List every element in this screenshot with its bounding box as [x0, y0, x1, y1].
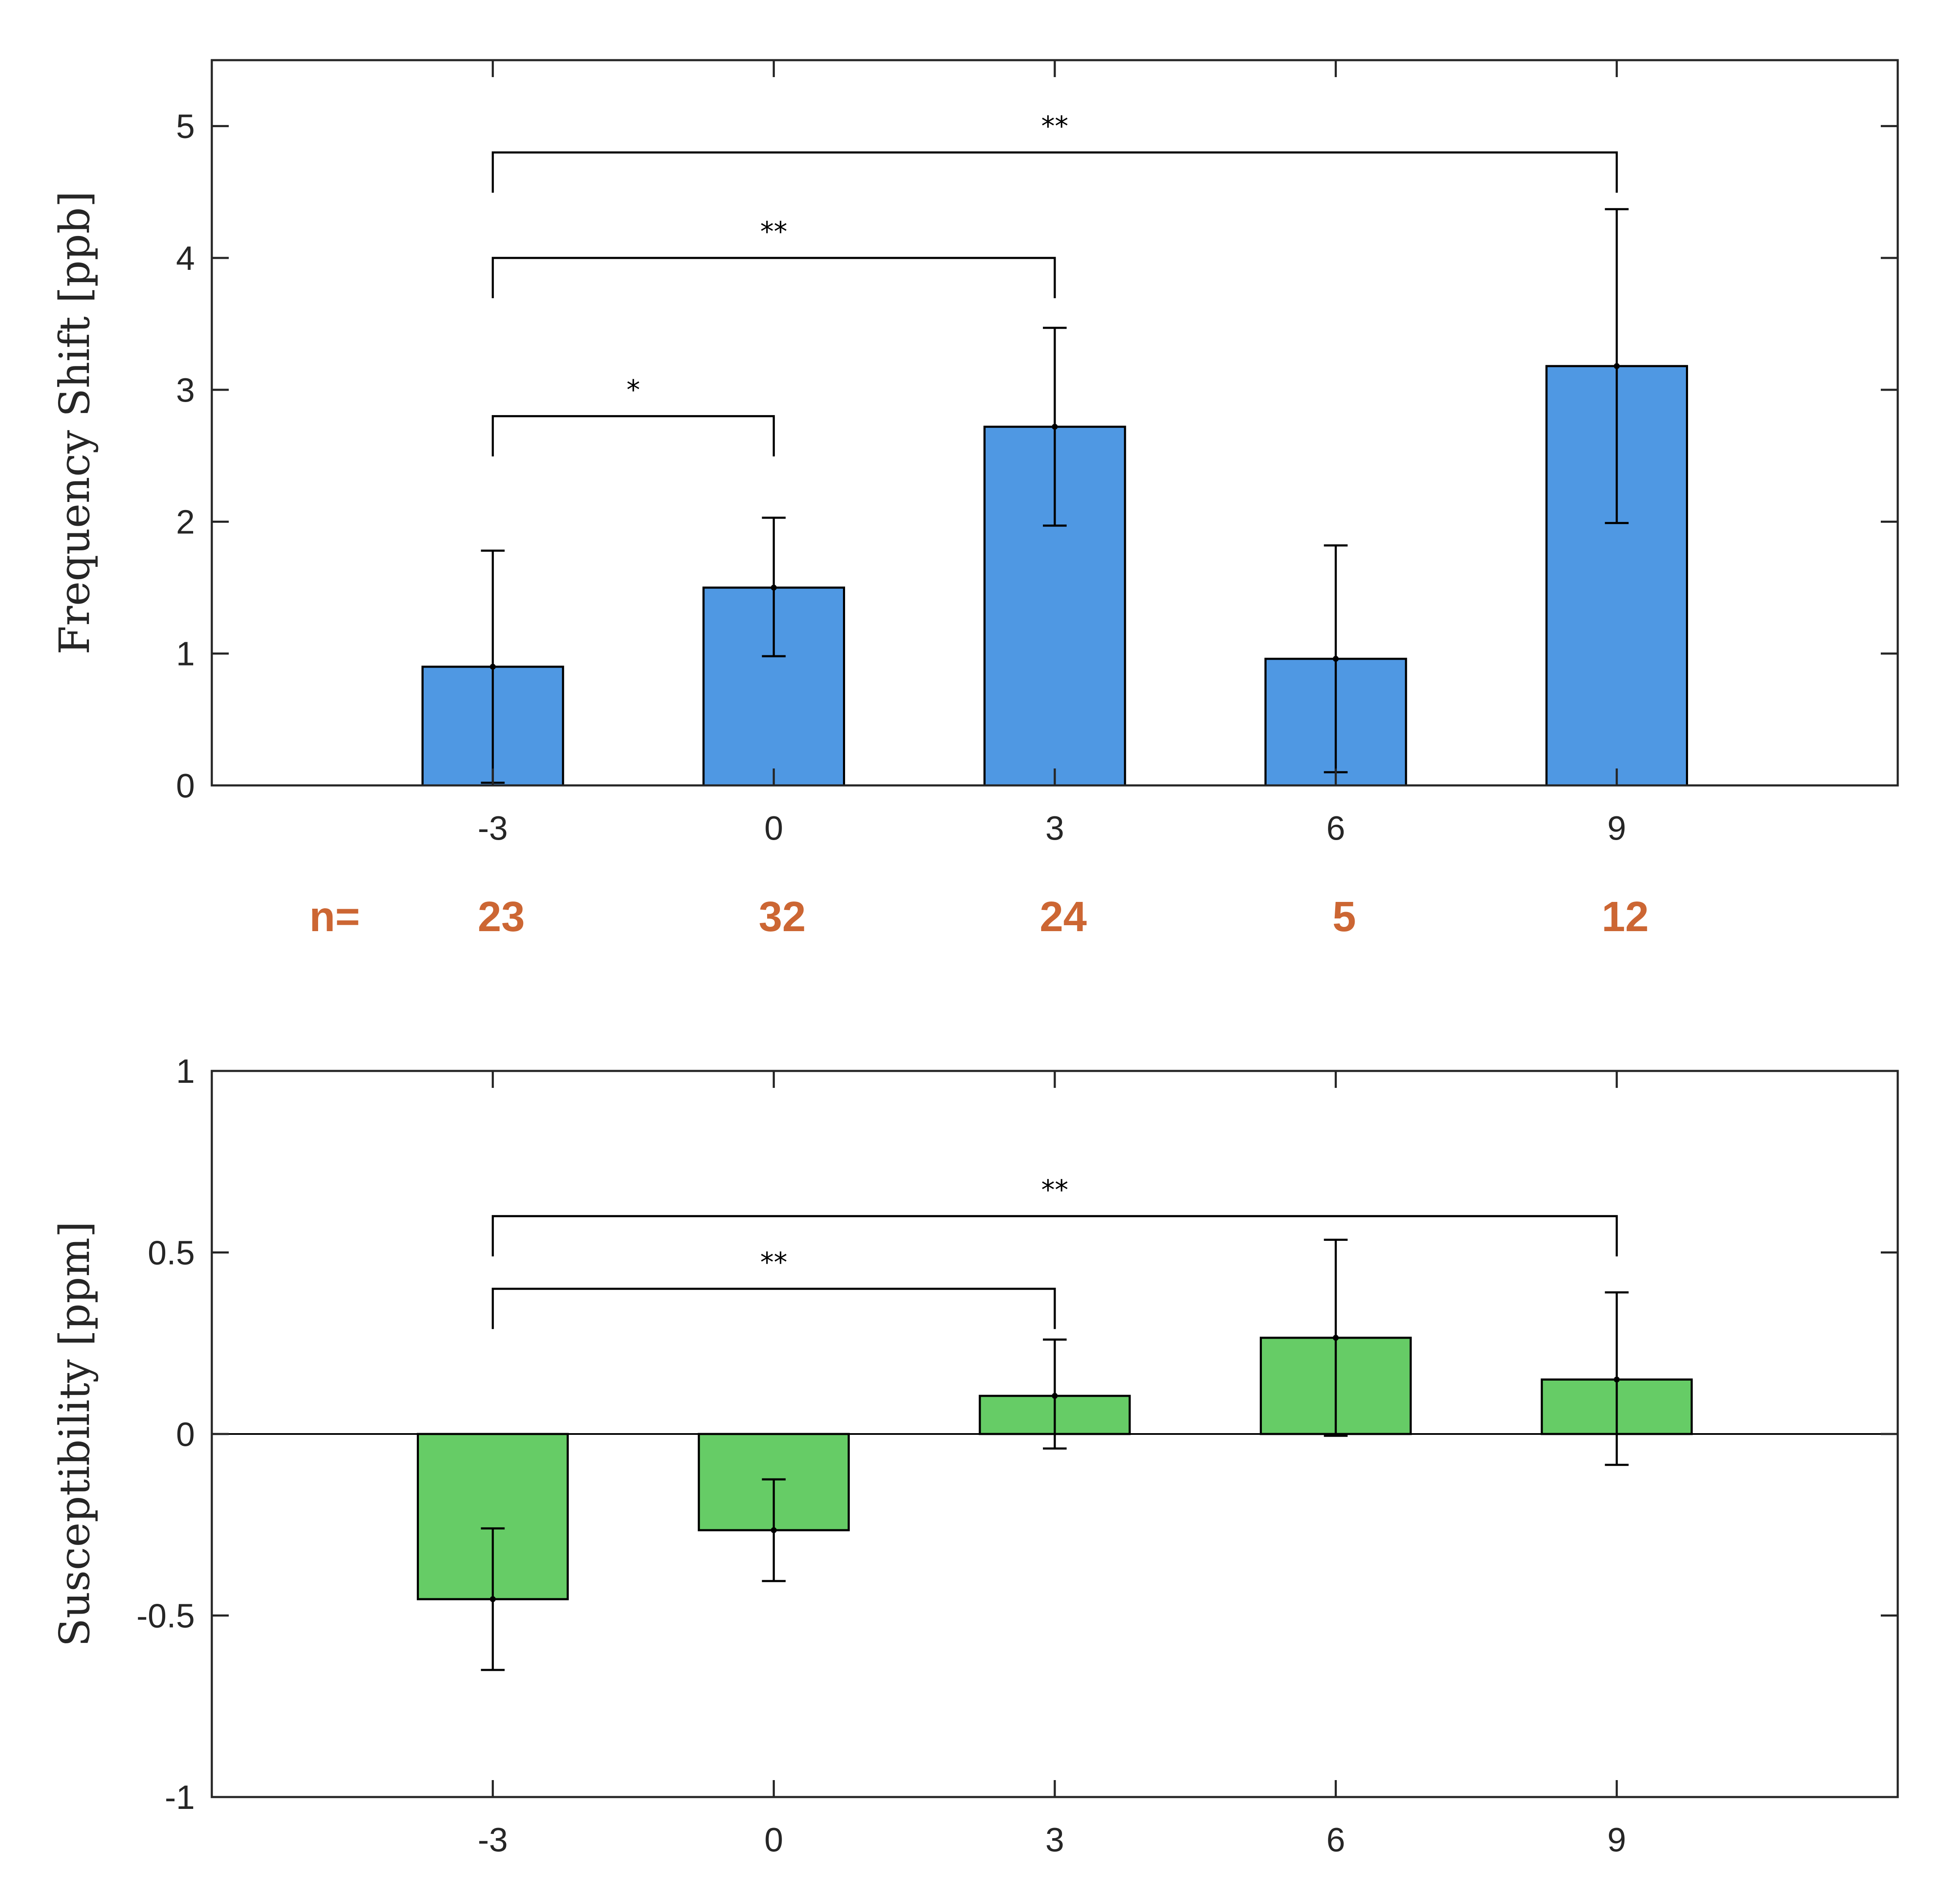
n-count-label: 24 [1040, 893, 1087, 940]
x-tick-label: 3 [1045, 1821, 1065, 1858]
y-axis-label: Frequency Shift [ppb] [51, 191, 99, 655]
significance-bracket [491, 1287, 1056, 1329]
y-tick-label: 0 [176, 1415, 195, 1453]
susceptibility-chart: ** ** -1 -0.5 0 0.5 1 -3 0 3 6 9 Susceptibility [ppm… [51, 1052, 1899, 1858]
n-count-label: 5 [1333, 893, 1356, 940]
y-tick-label: -1 [165, 1778, 195, 1816]
significance-label: ** [1041, 111, 1068, 142]
significance-bracket [491, 1215, 1618, 1256]
significance-bracket [491, 151, 1618, 193]
significance-label: ** [1041, 1175, 1068, 1206]
mean-marker [1052, 1393, 1058, 1399]
y-tick-label: 2 [176, 503, 195, 541]
y-tick-label: 4 [176, 239, 195, 277]
significance-bracket [491, 415, 775, 457]
y-tick-label: 5 [176, 108, 195, 145]
x-tick-label: 9 [1607, 809, 1626, 847]
y-tick-label: 1 [176, 635, 195, 673]
y-tick-label: 0.5 [148, 1234, 195, 1272]
mean-marker [1613, 1376, 1620, 1383]
mean-marker [1333, 1334, 1339, 1341]
n-count-label: 23 [478, 893, 525, 940]
mean-marker [490, 1596, 496, 1602]
mean-marker [1613, 363, 1620, 369]
mean-marker [1052, 424, 1058, 430]
significance-bracket [491, 257, 1056, 298]
n-count-label: 12 [1602, 893, 1649, 940]
x-tick-label: 0 [764, 1821, 783, 1858]
x-tick-label: -3 [478, 809, 508, 847]
y-tick-label: 3 [176, 371, 195, 409]
x-tick-label: 6 [1326, 1821, 1345, 1858]
mean-marker [771, 1527, 777, 1534]
significance-label: * [627, 374, 640, 406]
x-tick-label: 6 [1326, 809, 1345, 847]
y-tick-label: 0 [176, 767, 195, 804]
significance-label: ** [760, 216, 787, 248]
mean-marker [771, 585, 777, 591]
mean-marker [1333, 656, 1339, 662]
n-prefix-label: n= [309, 893, 360, 940]
x-tick-label: 9 [1607, 1821, 1626, 1858]
x-tick-label: 3 [1045, 809, 1065, 847]
mean-marker [490, 663, 496, 670]
significance-label: ** [760, 1247, 787, 1279]
y-axis-label: Susceptibility [ppm] [51, 1221, 99, 1647]
x-tick-label: -3 [478, 1821, 508, 1858]
y-tick-label: 1 [176, 1052, 195, 1090]
n-count-label: 32 [759, 893, 806, 940]
y-tick-label: -0.5 [136, 1597, 195, 1635]
x-tick-label: 0 [764, 809, 783, 847]
